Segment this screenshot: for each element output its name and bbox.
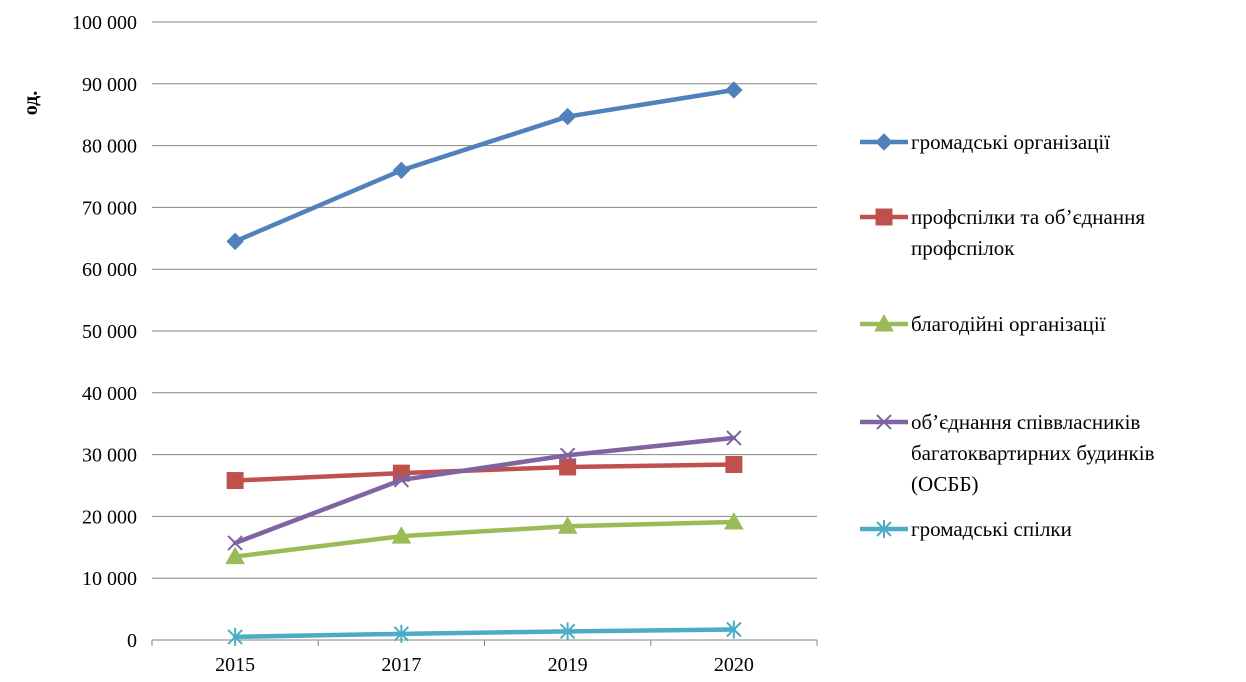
y-tick-label: 70 000 (82, 197, 137, 219)
star-marker (876, 520, 892, 538)
diamond-marker (725, 81, 743, 99)
series (226, 455, 743, 490)
series-line (232, 627, 737, 640)
x-tick-label: 2015 (215, 654, 255, 676)
y-tick-label: 20 000 (82, 506, 137, 528)
triangle-marker (724, 511, 744, 530)
x-axis (151, 639, 818, 646)
legend-label: профспілки та об’єднання профспілок (911, 205, 1145, 260)
x-marker (559, 447, 576, 463)
y-tick-label: 0 (127, 630, 137, 652)
square-marker (875, 208, 893, 226)
series-line (232, 435, 737, 546)
series (225, 511, 744, 565)
triangle-marker (225, 546, 245, 565)
square-marker (725, 455, 743, 473)
y-tick-label: 80 000 (82, 136, 137, 158)
legend-entry: благодійні організації (860, 312, 1106, 336)
x-marker (876, 414, 892, 430)
legend-entry: об’єднання співвласників багатоквартирних… (860, 410, 1155, 496)
y-tick-label: 50 000 (82, 321, 137, 343)
x-marker (393, 472, 410, 488)
triangle-marker (874, 313, 894, 332)
y-tick-label: 30 000 (82, 445, 137, 467)
square-marker (559, 458, 577, 476)
y-axis-tick-labels: 0 10 000 20 000 30 000 40 000 50 000 60 000 70 … (72, 12, 137, 652)
series-line (232, 87, 737, 244)
diamond-marker (392, 161, 411, 180)
x-tick-label: 2020 (714, 654, 754, 676)
diamond-marker (875, 133, 893, 151)
x-tick-label: 2019 (548, 654, 588, 676)
legend: громадські організації профспілки та об’є… (860, 130, 1155, 541)
diamond-marker (558, 107, 577, 126)
series-lines (225, 81, 744, 646)
series (227, 430, 742, 551)
legend-label: громадські спілки (911, 517, 1072, 541)
y-tick-label: 60 000 (82, 259, 137, 281)
legend-entry: громадські організації (860, 130, 1110, 154)
legend-entry: профспілки та об’єднання профспілок (860, 205, 1145, 260)
gridlines (152, 21, 817, 579)
series-line (232, 519, 737, 559)
star-marker (393, 624, 410, 643)
y-tick-label: 40 000 (82, 383, 137, 405)
legend-entry: громадські спілки (860, 517, 1072, 541)
y-tick-label: 10 000 (82, 568, 137, 590)
x-axis-tick-labels: 2015 2017 2019 2020 (215, 654, 754, 676)
star-marker (726, 620, 742, 639)
x-marker (726, 430, 742, 446)
x-tick-label: 2017 (381, 654, 421, 676)
x-marker (227, 535, 243, 551)
legend-label: об’єднання співвласників багатоквартирних… (911, 410, 1155, 496)
legend-label: благодійні організації (911, 312, 1106, 336)
square-marker (226, 472, 244, 490)
triangle-marker (557, 516, 578, 534)
y-tick-label: 100 000 (72, 12, 137, 34)
y-axis-label: од. (20, 91, 42, 116)
diamond-marker (226, 232, 244, 251)
triangle-marker (391, 526, 412, 544)
series (226, 81, 743, 251)
legend-label: громадські організації (911, 130, 1110, 154)
series-line (232, 462, 737, 483)
star-marker (227, 627, 243, 646)
star-marker (559, 622, 576, 641)
series (227, 620, 742, 646)
y-tick-label: 90 000 (82, 74, 137, 96)
